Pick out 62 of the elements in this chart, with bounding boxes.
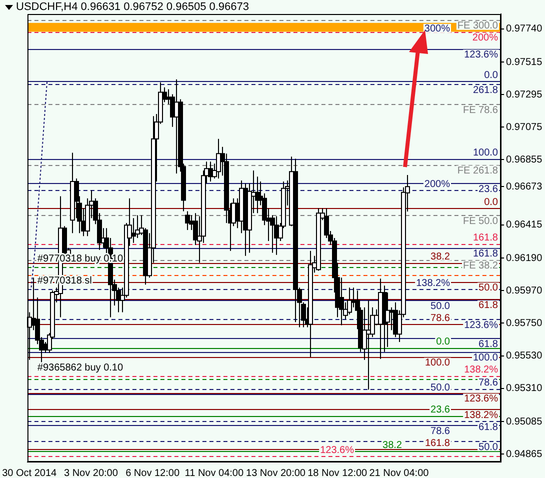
annotation: 78.6 xyxy=(430,313,450,324)
annotation: 100.0 xyxy=(472,352,498,364)
y-tick-label: 0.95750 xyxy=(506,318,543,329)
y-tick-label: 0.95530 xyxy=(506,350,543,362)
annotation: 161.8 xyxy=(472,232,498,244)
y-tick-label: 0.97075 xyxy=(506,122,543,133)
y-tick-label: 0.97295 xyxy=(506,89,543,100)
annotation: 61.8 xyxy=(478,300,498,312)
y-tick-label: 0.96855 xyxy=(506,154,543,166)
annotation: 50.0 xyxy=(430,382,450,394)
annotation: 0.0 xyxy=(484,197,498,208)
annotation: 123.6% xyxy=(464,49,498,60)
x-tick-label: 21 Nov 04:00 xyxy=(369,468,430,478)
annotation: 50.0 xyxy=(478,282,498,294)
chart-title: USDCHF,H4 0.96631 0.96752 0.96505 0.96673 xyxy=(16,1,250,13)
annotation: 138.2% xyxy=(416,278,450,290)
annotation: 200% xyxy=(472,32,498,44)
y-tick-label: 0.95970 xyxy=(506,285,543,296)
y-tick-label: 0.96673 xyxy=(506,181,543,192)
y-tick-label: 0.95085 xyxy=(506,416,543,428)
annotation: 138.2% xyxy=(464,364,498,376)
x-tick-label: 11 Nov 04:00 xyxy=(184,468,244,478)
annotation: 261.8 xyxy=(472,85,498,96)
y-tick-label: 0.97515 xyxy=(506,56,543,68)
y-tick-label: 0.95310 xyxy=(506,383,543,394)
annotation: 123.6% xyxy=(464,393,498,404)
annotation: 123.6% xyxy=(320,444,354,456)
x-tick-label: 18 Nov 12:00 xyxy=(308,468,368,478)
annotation: 0.0 xyxy=(484,70,498,82)
annotation: 50.0 xyxy=(430,301,450,312)
annotation: 100.0 xyxy=(472,147,498,158)
annotation: 123.6% xyxy=(464,320,498,331)
annotation: FE 261.8 xyxy=(457,165,498,176)
x-tick-label: 6 Nov 12:00 xyxy=(126,468,180,478)
annotation: 61.8 xyxy=(478,422,498,434)
annotation: 300% xyxy=(424,24,450,35)
annotation: 138.2% xyxy=(464,410,498,422)
annotation: 78.6 xyxy=(430,426,450,438)
annotation: 161.8 xyxy=(472,248,498,260)
annotation: FE 300.0 xyxy=(457,20,498,32)
annotation: FE 78.6 xyxy=(462,104,498,116)
y-tick-label: 0.96415 xyxy=(506,220,543,231)
annotation: #9365862 buy 0.10 xyxy=(37,362,124,374)
annotation: 100.0 xyxy=(424,358,450,369)
annotation: 200% xyxy=(424,179,450,190)
y-tick-label: 0.94865 xyxy=(506,448,543,460)
annotation: 23.6 xyxy=(430,404,450,416)
y-tick-label: 0.96190 xyxy=(506,252,543,264)
x-tick-label: 3 Nov 20:00 xyxy=(64,468,118,478)
annotation: 23.6 xyxy=(478,184,498,196)
annotation: 38.2 xyxy=(430,251,450,262)
annotation: 61.8 xyxy=(478,338,498,350)
annotation: FE 50.0 xyxy=(462,216,498,227)
annotation: FE 38.2 xyxy=(462,260,498,272)
y-tick-label: 0.97740 xyxy=(506,24,543,35)
annotation: 161.8 xyxy=(424,438,450,449)
annotation: 0.0 xyxy=(436,336,450,348)
x-tick-label: 13 Nov 20:00 xyxy=(246,468,306,478)
x-tick-label: 30 Oct 2014 xyxy=(2,468,58,478)
annotation: 50.0 xyxy=(478,442,498,453)
annotation: 78.6 xyxy=(478,377,498,388)
annotation: 38.2 xyxy=(382,440,402,451)
